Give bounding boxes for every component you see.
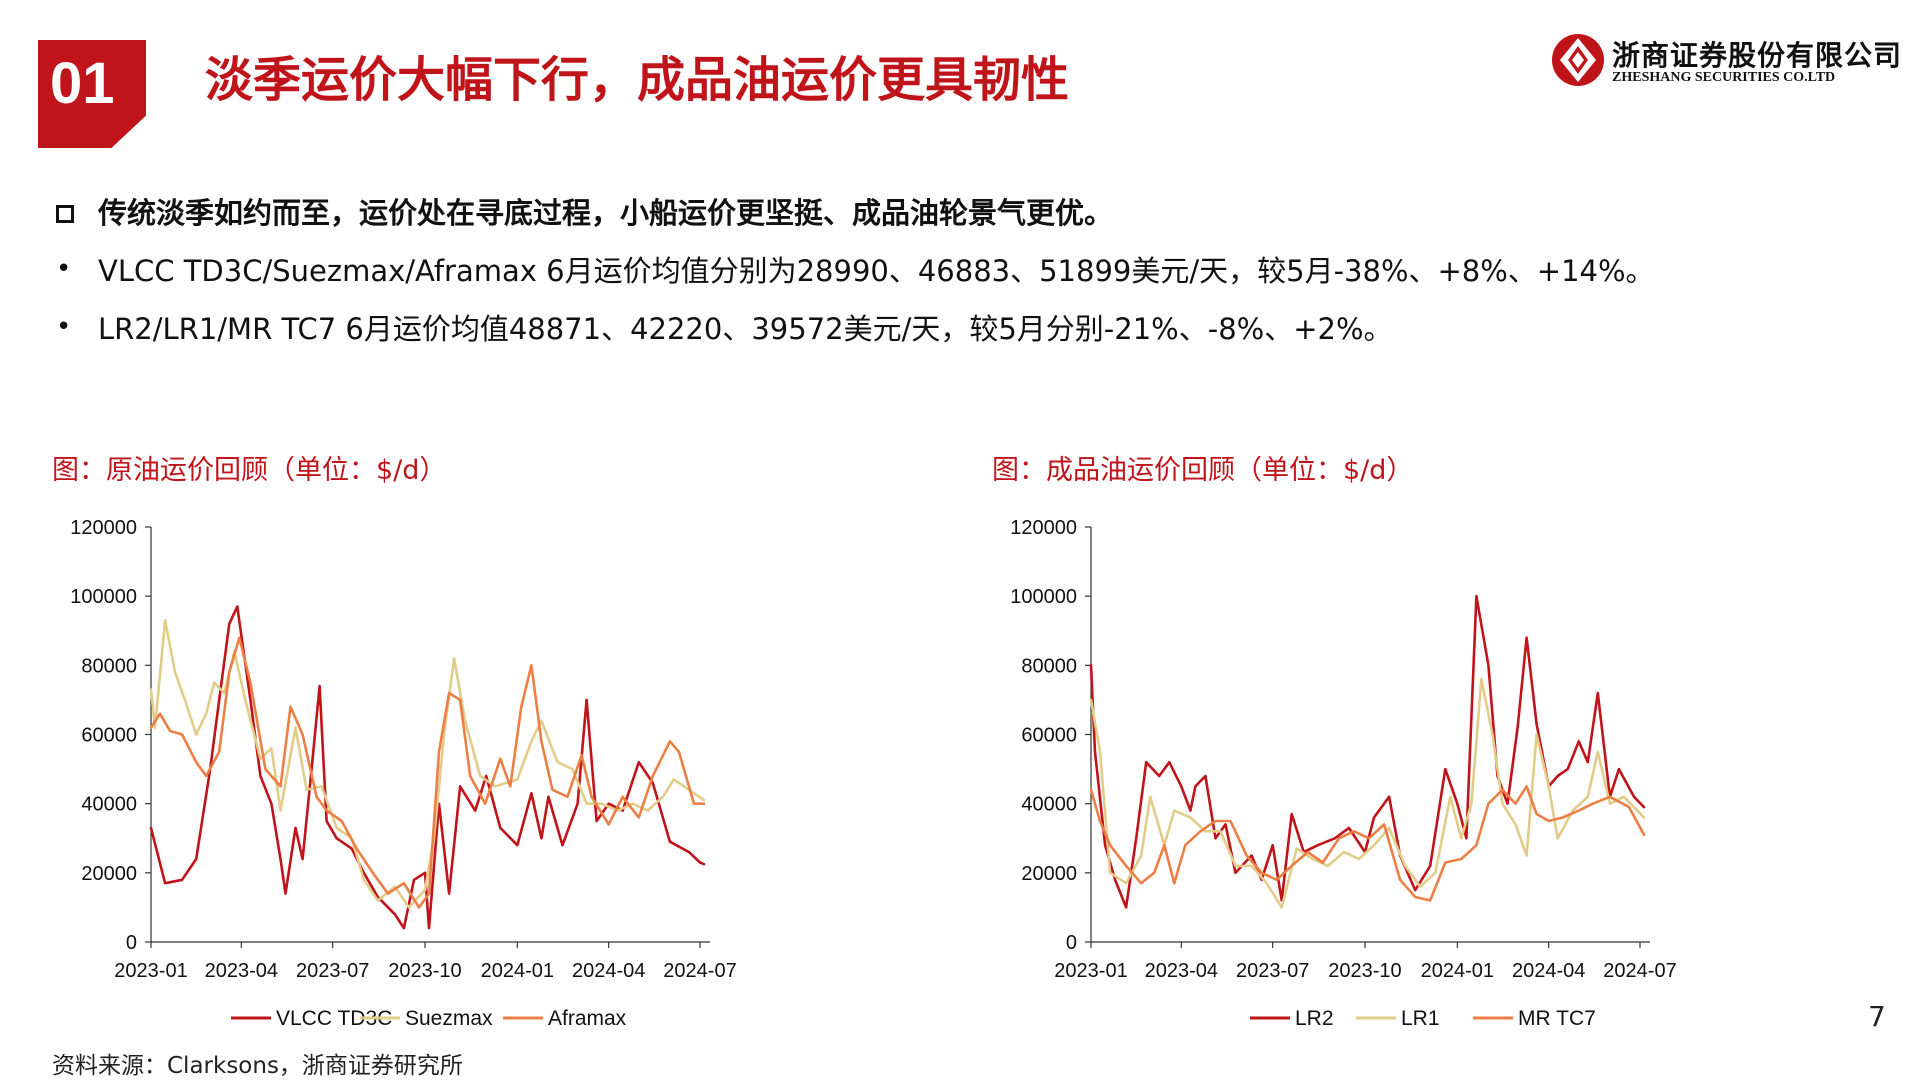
source-note: 资料来源：Clarksons，浙商证券研究所 — [52, 1053, 463, 1079]
y-tick-label: 80000 — [1021, 655, 1077, 677]
legend-label: Aframax — [548, 1007, 627, 1030]
y-tick-label: 100000 — [1010, 586, 1077, 608]
y-tick-label: 40000 — [81, 794, 137, 816]
bullet-item-text: VLCC TD3C/Suezmax/Aframax 6月运价均值分别为28990… — [98, 254, 1655, 288]
slide-title: 淡季运价大幅下行，成品油运价更具韧性 — [205, 52, 1070, 108]
legend-label: MR TC7 — [1518, 1007, 1596, 1030]
section-number-badge: 01 — [38, 40, 146, 148]
zheshang-logo-icon — [1552, 34, 1604, 86]
company-logo: 浙商证券股份有限公司 ZHESHANG SECURITIES CO.LTD — [1550, 32, 1903, 92]
x-tick-label: 2024-07 — [663, 960, 736, 982]
right-chart-title: 图：成品油运价回顾（单位：$/d） — [992, 455, 1414, 486]
x-tick-label: 2023-01 — [114, 960, 187, 982]
x-tick-label: 2023-10 — [1328, 960, 1401, 982]
y-tick-label: 60000 — [1021, 725, 1077, 747]
main-bullet: 传统淡季如约而至，运价处在寻底过程，小船运价更坚挺、成品油轮景气更优。 — [56, 190, 1876, 248]
y-tick-label: 120000 — [70, 517, 137, 539]
series-line-lr1 — [1089, 677, 1646, 909]
x-tick-label: 2024-01 — [481, 960, 554, 982]
bullet-item: • VLCC TD3C/Suezmax/Aframax 6月运价均值分别为289… — [56, 248, 1876, 306]
y-tick-label: 100000 — [70, 586, 137, 608]
y-tick-label: 0 — [1066, 932, 1077, 954]
y-tick-label: 40000 — [1021, 794, 1077, 816]
x-tick-label: 2023-04 — [1145, 960, 1218, 982]
bullet-dot-icon: • — [56, 312, 72, 342]
section-number: 01 — [50, 51, 115, 116]
y-tick-label: 120000 — [1010, 517, 1077, 539]
x-tick-label: 2024-04 — [1512, 960, 1585, 982]
x-tick-label: 2023-04 — [205, 960, 278, 982]
x-tick-label: 2023-01 — [1054, 960, 1127, 982]
page-number: 7 — [1868, 1000, 1886, 1033]
x-tick-label: 2023-07 — [296, 960, 369, 982]
y-tick-label: 20000 — [81, 863, 137, 885]
series-line-aframax — [149, 636, 706, 909]
logo-name-en: ZHESHANG SECURITIES CO.LTD — [1612, 70, 1836, 85]
bullet-item-text: LR2/LR1/MR TC7 6月运价均值48871、42220、39572美元… — [98, 312, 1393, 346]
series-line-mr-tc7 — [1089, 785, 1646, 902]
legend-label: VLCC TD3C — [276, 1007, 392, 1030]
left-chart-title: 图：原油运价回顾（单位：$/d） — [52, 455, 447, 486]
y-tick-label: 80000 — [81, 655, 137, 677]
crude-freight-chart: 0 20000 40000 60000 80000 100000 120000 2023-01… — [70, 517, 736, 1030]
product-freight-chart: 0 20000 40000 60000 80000 100000 120000 2023-01… — [1010, 517, 1676, 1030]
x-tick-label: 2024-04 — [572, 960, 645, 982]
logo-name-cn: 浙商证券股份有限公司 — [1612, 39, 1903, 72]
x-tick-label: 2023-10 — [388, 960, 461, 982]
bullet-item: • LR2/LR1/MR TC7 6月运价均值48871、42220、39572… — [56, 306, 1876, 364]
bullet-list: 传统淡季如约而至，运价处在寻底过程，小船运价更坚挺、成品油轮景气更优。 • VL… — [56, 190, 1876, 364]
bullet-dot-icon: • — [56, 254, 72, 284]
x-tick-label: 2024-07 — [1603, 960, 1676, 982]
main-bullet-text: 传统淡季如约而至，运价处在寻底过程，小船运价更坚挺、成品油轮景气更优。 — [98, 196, 1114, 230]
series-line-lr2 — [1089, 594, 1646, 909]
x-tick-label: 2023-07 — [1236, 960, 1309, 982]
y-tick-label: 20000 — [1021, 863, 1077, 885]
legend-label: LR2 — [1295, 1007, 1334, 1030]
x-tick-label: 2024-01 — [1421, 960, 1494, 982]
checkbox-square-icon — [56, 196, 86, 230]
legend-label: LR1 — [1401, 1007, 1440, 1030]
series-line-suezmax — [149, 619, 706, 909]
series-line-vlcc-td3c — [149, 605, 706, 930]
y-tick-label: 60000 — [81, 725, 137, 747]
legend-label: Suezmax — [405, 1007, 493, 1030]
y-tick-label: 0 — [126, 932, 137, 954]
